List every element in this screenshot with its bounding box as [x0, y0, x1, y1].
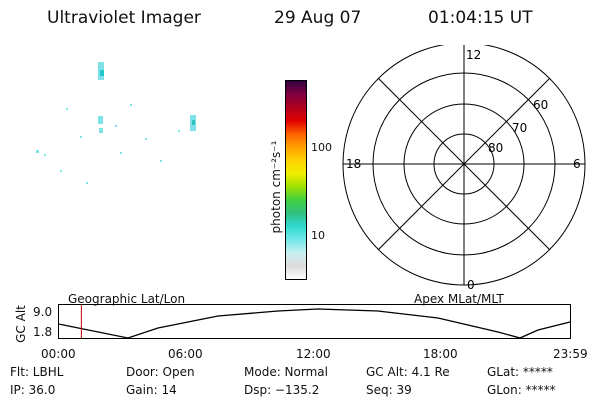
timeline-xtick-2359: 23:59 — [553, 347, 588, 361]
timeline-ytick-high: 9.0 — [33, 305, 53, 319]
speckle — [145, 138, 147, 140]
timeline-xtick-1800: 18:00 — [423, 347, 458, 361]
colorbar — [285, 80, 307, 280]
colorbar-ylabel: photon cm⁻²s⁻¹ — [269, 140, 283, 234]
speckle — [44, 154, 46, 156]
timeline-ylabel: GC Alt — [13, 305, 28, 343]
speckle — [98, 116, 103, 124]
lat-label-80: 80 — [488, 141, 503, 155]
colorbar-gradient — [286, 81, 306, 279]
mode-label: Mode: Normal — [244, 365, 328, 379]
door-label: Door: Open — [126, 365, 195, 379]
polar-plot: 12 18 6 0 60 70 80 — [342, 45, 586, 290]
lat-label-70: 70 — [512, 121, 527, 135]
mlt-label-18: 18 — [346, 157, 361, 171]
speckle — [99, 128, 103, 133]
date-label: 29 Aug 07 — [274, 8, 362, 28]
uv-image — [36, 62, 196, 184]
glon-label: GLon: ***** — [487, 383, 556, 397]
speckle — [192, 120, 195, 125]
speckle — [115, 125, 117, 127]
speckle — [100, 70, 104, 76]
altitude-curve — [58, 308, 571, 339]
colorbar-tick-100: 100 — [311, 141, 332, 154]
speckle — [86, 182, 88, 184]
timeline-xtick-0000: 00:00 — [41, 347, 76, 361]
timeline-plot — [58, 304, 571, 339]
mlt-label-0: 0 — [467, 278, 475, 290]
time-label: 01:04:15 UT — [428, 8, 533, 28]
timeline-frame — [58, 304, 571, 339]
ip-label: IP: 36.0 — [10, 383, 56, 397]
polar-diagonal — [377, 77, 551, 251]
speckle — [130, 104, 132, 106]
gc-alt-label: GC Alt: 4.1 Re — [366, 365, 450, 379]
mlt-label-12: 12 — [466, 48, 481, 62]
speckle — [60, 170, 62, 172]
timeline-xtick-0600: 06:00 — [168, 347, 203, 361]
speckle — [36, 150, 39, 153]
glat-label: GLat: ***** — [487, 365, 553, 379]
timeline-left-label: Geographic Lat/Lon — [68, 292, 186, 306]
speckle — [120, 152, 122, 154]
speckle — [66, 108, 68, 110]
dsp-label: Dsp: −135.2 — [244, 383, 320, 397]
timeline-right-label: Apex MLat/MLT — [414, 292, 504, 306]
mlt-label-6: 6 — [573, 157, 581, 171]
speckle — [80, 136, 82, 138]
speckle — [160, 160, 162, 162]
lat-label-60: 60 — [533, 98, 548, 112]
app-title: Ultraviolet Imager — [47, 8, 201, 28]
gain-label: Gain: 14 — [126, 383, 177, 397]
timeline-ytick-low: 1.8 — [33, 325, 53, 339]
colorbar-tick-10: 10 — [311, 229, 325, 242]
flt-label: Flt: LBHL — [10, 365, 64, 379]
speckle — [178, 130, 180, 132]
seq-label: Seq: 39 — [366, 383, 412, 397]
timeline-xtick-1200: 12:00 — [296, 347, 331, 361]
